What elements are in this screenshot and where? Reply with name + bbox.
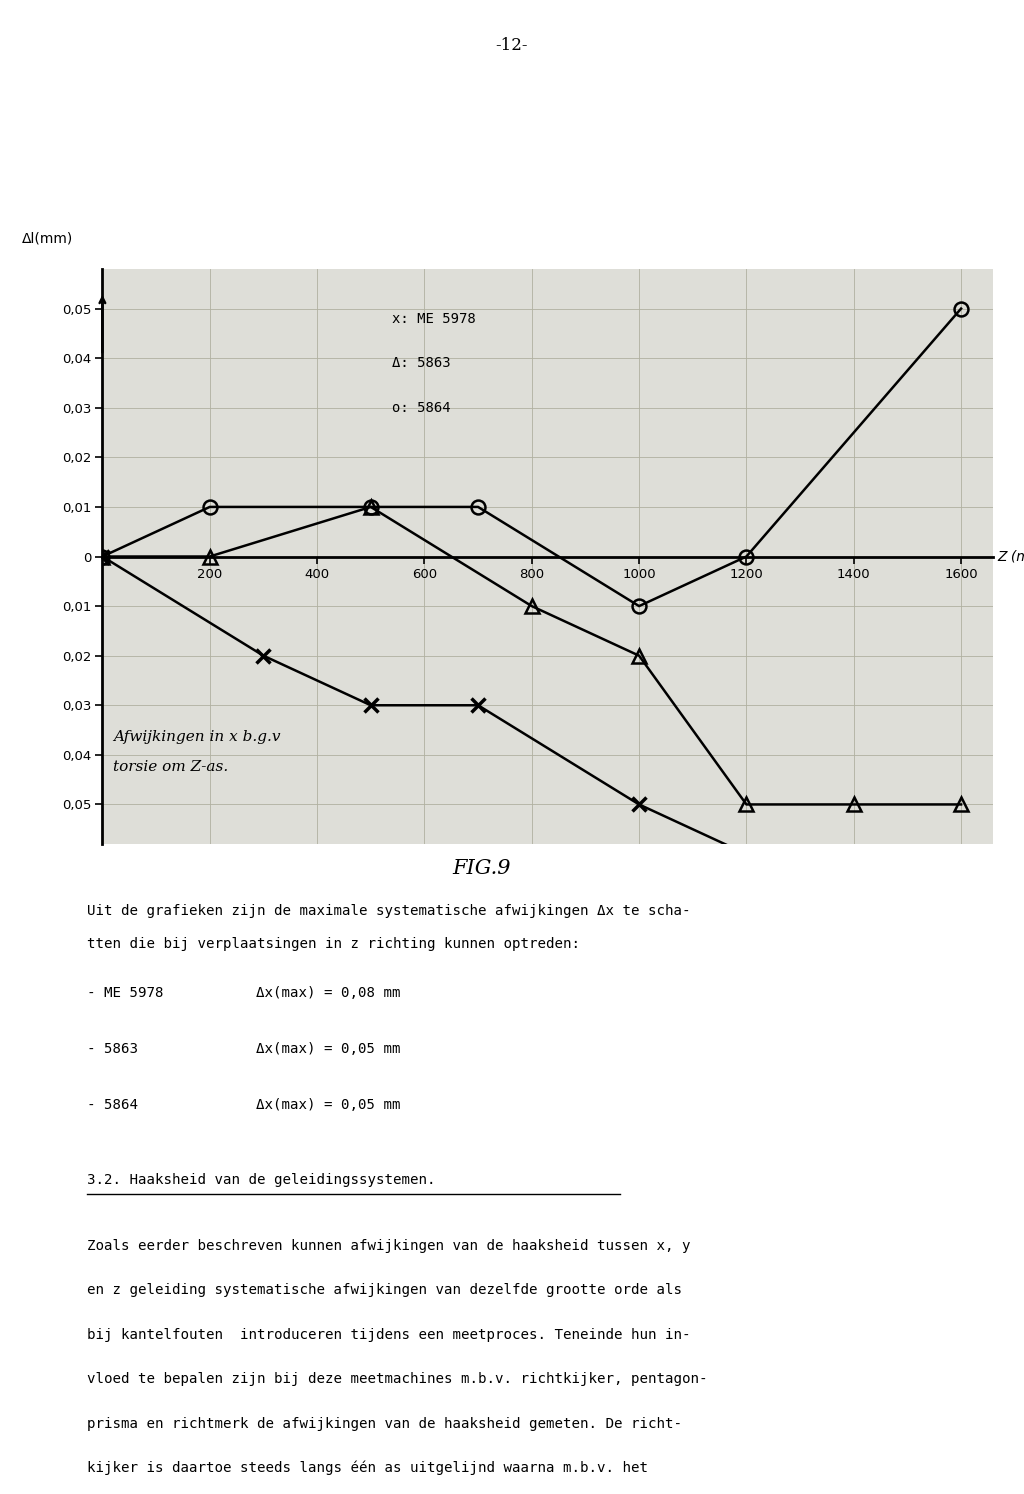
Text: Afwijkingen in x b.g.v: Afwijkingen in x b.g.v (113, 731, 281, 744)
Text: Δx(max) = 0,08 mm: Δx(max) = 0,08 mm (256, 986, 400, 999)
Text: kijker is daartoe steeds langs één as uitgelijnd waarna m.b.v. het: kijker is daartoe steeds langs één as ui… (87, 1461, 648, 1476)
Text: bij kantelfouten  introduceren tijdens een meetproces. Teneinde hun in-: bij kantelfouten introduceren tijdens ee… (87, 1328, 690, 1342)
Text: - 5863: - 5863 (87, 1041, 138, 1056)
Text: Δx(max) = 0,05 mm: Δx(max) = 0,05 mm (256, 1098, 400, 1112)
Text: - 5864: - 5864 (87, 1098, 138, 1112)
Text: tten die bij verplaatsingen in z richting kunnen optreden:: tten die bij verplaatsingen in z richtin… (87, 937, 580, 950)
Text: Z (mm): Z (mm) (997, 550, 1024, 563)
Text: prisma en richtmerk de afwijkingen van de haaksheid gemeten. De richt-: prisma en richtmerk de afwijkingen van d… (87, 1416, 682, 1431)
Text: - ME 5978: - ME 5978 (87, 986, 164, 999)
Text: Uit de grafieken zijn de maximale systematische afwijkingen Δx te scha-: Uit de grafieken zijn de maximale system… (87, 904, 690, 917)
Text: o: 5864: o: 5864 (392, 400, 451, 415)
Text: -12-: -12- (496, 37, 528, 54)
Text: torsie om Z-as.: torsie om Z-as. (113, 760, 228, 774)
Text: FIG.9: FIG.9 (452, 859, 511, 878)
Text: Δl(mm): Δl(mm) (23, 232, 74, 247)
Text: Δ: 5863: Δ: 5863 (392, 356, 451, 371)
Text: Zoals eerder beschreven kunnen afwijkingen van de haaksheid tussen x, y: Zoals eerder beschreven kunnen afwijking… (87, 1239, 690, 1253)
Text: vloed te bepalen zijn bij deze meetmachines m.b.v. richtkijker, pentagon-: vloed te bepalen zijn bij deze meetmachi… (87, 1371, 708, 1386)
Text: x: ME 5978: x: ME 5978 (392, 312, 476, 326)
Text: 3.2. Haaksheid van de geleidingssystemen.: 3.2. Haaksheid van de geleidingssystemen… (87, 1173, 435, 1188)
Text: en z geleiding systematische afwijkingen van dezelfde grootte orde als: en z geleiding systematische afwijkingen… (87, 1283, 682, 1297)
Text: Δx(max) = 0,05 mm: Δx(max) = 0,05 mm (256, 1041, 400, 1056)
